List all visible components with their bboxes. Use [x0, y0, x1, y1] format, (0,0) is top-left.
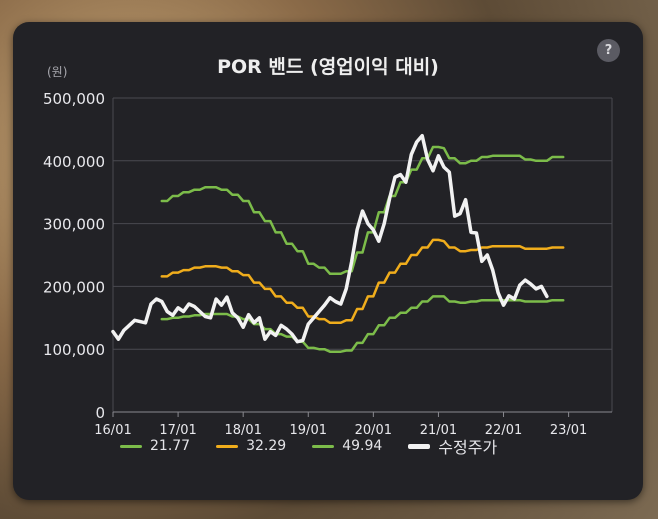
- y-tick-label: 500,000: [43, 90, 105, 108]
- y-tick-label: 200,000: [43, 278, 105, 296]
- series-lines: [111, 133, 565, 353]
- x-tick-label: 20/01: [355, 423, 392, 438]
- legend-item-32-29[interactable]: 32.29: [216, 438, 286, 454]
- legend-item-49-94[interactable]: 49.94: [312, 438, 382, 454]
- band-32-29-line: [160, 238, 565, 325]
- x-tick-label: 19/01: [290, 423, 327, 438]
- x-tick-label: 21/01: [420, 423, 457, 438]
- band-21-77-line: [160, 295, 565, 353]
- legend-label: 21.77: [150, 438, 191, 454]
- x-tick-label: 22/01: [485, 423, 522, 438]
- legend-swatch: [216, 444, 239, 448]
- legend-label: 49.94: [342, 438, 383, 454]
- legend: 21.77 32.29 49.94 수정주가: [120, 434, 497, 458]
- x-tick-label: 16/01: [94, 423, 131, 438]
- help-icon[interactable]: ?: [597, 39, 620, 62]
- legend-label: 수정주가: [438, 438, 498, 457]
- y-tick-label: 400,000: [43, 153, 105, 171]
- y-axis-unit: (원): [47, 65, 68, 79]
- x-tick-label: 17/01: [159, 423, 196, 438]
- y-tick-label: 0: [95, 404, 105, 422]
- adjusted-price-line: [111, 133, 549, 344]
- y-tick-label: 100,000: [43, 341, 105, 359]
- x-tick-label: 18/01: [224, 423, 261, 438]
- x-tick-label: 23/01: [550, 423, 587, 438]
- legend-label: 32.29: [246, 438, 287, 454]
- legend-swatch: [312, 444, 335, 448]
- chart-panel: POR 밴드 (영업이익 대비) ? (원): [13, 22, 643, 500]
- chart-title: POR 밴드 (영업이익 대비): [217, 56, 439, 78]
- axis-ticks: 0 100,000 200,000 300,000 400,000 500,000 16/0…: [43, 90, 587, 438]
- band-49-94-line: [160, 145, 565, 276]
- legend-item-21-77[interactable]: 21.77: [120, 438, 190, 454]
- y-tick-label: 300,000: [43, 216, 105, 234]
- legend-swatch: [120, 444, 142, 448]
- grid-lines: [112, 97, 613, 413]
- legend-swatch: [408, 443, 431, 449]
- legend-item-adjusted-price[interactable]: 수정주가: [408, 434, 497, 458]
